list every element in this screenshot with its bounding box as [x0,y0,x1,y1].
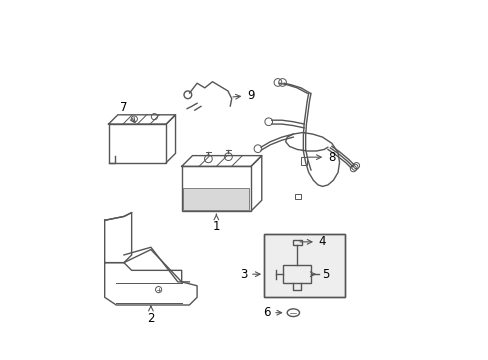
Text: 2: 2 [147,306,154,325]
Text: 3: 3 [239,268,260,281]
Bar [292,239,301,245]
Bar [183,188,249,210]
Bar [264,234,344,297]
Text: 9: 9 [232,89,254,102]
Text: 6: 6 [262,306,281,319]
Bar [301,157,306,165]
Text: 5: 5 [310,268,328,281]
Bar [264,234,344,297]
Bar [182,166,250,211]
Text: 1: 1 [212,214,220,233]
Text: 8: 8 [306,150,335,164]
Text: 7: 7 [120,100,135,122]
Bar [108,124,166,163]
Bar [294,194,301,199]
Bar [283,265,310,283]
Text: 4: 4 [299,235,325,248]
